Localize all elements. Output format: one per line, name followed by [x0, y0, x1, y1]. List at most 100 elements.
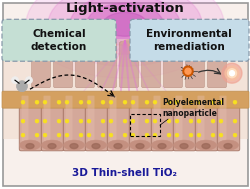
Circle shape	[65, 133, 69, 137]
Circle shape	[21, 119, 25, 123]
Ellipse shape	[70, 144, 78, 149]
FancyBboxPatch shape	[207, 42, 226, 88]
Circle shape	[210, 119, 214, 123]
Circle shape	[130, 133, 134, 137]
Ellipse shape	[122, 40, 138, 47]
Circle shape	[226, 69, 235, 78]
Ellipse shape	[136, 144, 143, 149]
Ellipse shape	[157, 144, 165, 149]
Text: 3D Thin-shell TiO₂: 3D Thin-shell TiO₂	[72, 168, 177, 178]
Circle shape	[184, 68, 190, 74]
FancyBboxPatch shape	[65, 96, 72, 148]
Circle shape	[174, 119, 178, 123]
FancyBboxPatch shape	[31, 42, 50, 88]
FancyBboxPatch shape	[197, 96, 204, 148]
Circle shape	[196, 100, 200, 104]
FancyBboxPatch shape	[119, 42, 138, 88]
FancyBboxPatch shape	[129, 92, 151, 151]
Ellipse shape	[187, 40, 203, 47]
FancyBboxPatch shape	[2, 91, 248, 108]
Circle shape	[65, 100, 69, 104]
FancyBboxPatch shape	[109, 96, 116, 148]
Ellipse shape	[56, 40, 72, 47]
Ellipse shape	[26, 0, 223, 78]
Ellipse shape	[209, 40, 225, 47]
Ellipse shape	[70, 0, 179, 54]
Circle shape	[130, 119, 134, 123]
Circle shape	[108, 119, 112, 123]
FancyBboxPatch shape	[185, 42, 204, 88]
Circle shape	[218, 119, 222, 123]
FancyBboxPatch shape	[53, 42, 72, 88]
FancyBboxPatch shape	[87, 96, 94, 148]
Circle shape	[221, 63, 241, 83]
Circle shape	[21, 100, 25, 104]
Circle shape	[79, 133, 83, 137]
Circle shape	[210, 133, 214, 137]
Circle shape	[12, 77, 18, 84]
Ellipse shape	[100, 40, 116, 47]
FancyBboxPatch shape	[175, 96, 182, 148]
Ellipse shape	[86, 3, 163, 45]
Circle shape	[100, 100, 104, 104]
Circle shape	[228, 71, 234, 76]
Circle shape	[166, 100, 170, 104]
Ellipse shape	[92, 144, 100, 149]
FancyBboxPatch shape	[75, 42, 94, 88]
FancyBboxPatch shape	[153, 96, 160, 148]
Circle shape	[35, 100, 39, 104]
Circle shape	[87, 119, 91, 123]
Ellipse shape	[26, 144, 34, 149]
Circle shape	[224, 66, 238, 80]
Ellipse shape	[48, 0, 201, 66]
FancyBboxPatch shape	[97, 42, 116, 88]
Circle shape	[144, 100, 148, 104]
Circle shape	[218, 100, 222, 104]
Circle shape	[16, 81, 28, 92]
FancyBboxPatch shape	[22, 96, 29, 148]
Circle shape	[232, 133, 236, 137]
FancyBboxPatch shape	[130, 19, 248, 61]
FancyBboxPatch shape	[41, 92, 64, 151]
Text: Chemical
detection: Chemical detection	[31, 29, 87, 52]
Text: Environmental
remediation: Environmental remediation	[146, 29, 231, 52]
FancyBboxPatch shape	[216, 92, 239, 151]
FancyBboxPatch shape	[163, 42, 182, 88]
Circle shape	[57, 119, 61, 123]
FancyBboxPatch shape	[219, 96, 226, 148]
Circle shape	[210, 100, 214, 104]
FancyBboxPatch shape	[131, 96, 138, 148]
Ellipse shape	[195, 140, 216, 150]
FancyBboxPatch shape	[141, 42, 160, 88]
Circle shape	[182, 66, 192, 76]
Ellipse shape	[78, 40, 94, 47]
Ellipse shape	[20, 140, 40, 150]
Circle shape	[100, 119, 104, 123]
Circle shape	[144, 133, 148, 137]
Ellipse shape	[85, 140, 106, 150]
Ellipse shape	[179, 144, 187, 149]
Ellipse shape	[102, 12, 146, 36]
Ellipse shape	[41, 140, 62, 150]
Circle shape	[65, 119, 69, 123]
FancyBboxPatch shape	[150, 92, 173, 151]
Circle shape	[196, 119, 200, 123]
Ellipse shape	[63, 140, 84, 150]
Circle shape	[122, 100, 126, 104]
Ellipse shape	[223, 144, 231, 149]
FancyBboxPatch shape	[3, 3, 247, 186]
Circle shape	[188, 133, 192, 137]
Circle shape	[43, 133, 47, 137]
Circle shape	[26, 77, 32, 84]
Ellipse shape	[151, 140, 172, 150]
Ellipse shape	[165, 40, 181, 47]
Text: Light-activation: Light-activation	[65, 2, 184, 15]
Circle shape	[87, 133, 91, 137]
Circle shape	[57, 100, 61, 104]
Ellipse shape	[144, 40, 159, 47]
Circle shape	[108, 100, 112, 104]
FancyBboxPatch shape	[3, 39, 247, 139]
Circle shape	[100, 133, 104, 137]
FancyBboxPatch shape	[172, 92, 195, 151]
Circle shape	[79, 100, 83, 104]
